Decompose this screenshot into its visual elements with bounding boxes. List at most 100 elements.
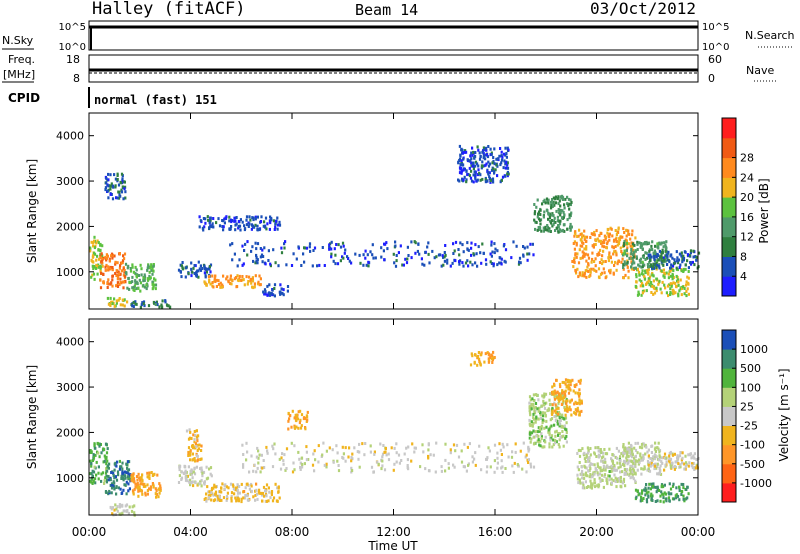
power-cell bbox=[145, 287, 148, 291]
velocity-cell bbox=[115, 492, 118, 496]
power-cell bbox=[502, 166, 505, 170]
power-cell bbox=[632, 259, 635, 263]
velocity-cell bbox=[650, 498, 653, 501]
velocity-cell bbox=[139, 478, 142, 482]
power-cell bbox=[105, 181, 108, 185]
velocity-cell bbox=[356, 450, 359, 454]
power-cell bbox=[629, 244, 632, 248]
velocity-cell bbox=[619, 461, 622, 465]
velocity-cell bbox=[342, 452, 345, 456]
power-cell bbox=[676, 261, 680, 265]
velocity-cell bbox=[236, 483, 239, 487]
power-cell bbox=[598, 234, 601, 238]
power-cell bbox=[458, 157, 462, 161]
power-cell bbox=[504, 260, 507, 264]
velocity-cell bbox=[267, 486, 270, 490]
freq-tick-high: 18 bbox=[66, 53, 80, 66]
power-cell bbox=[342, 256, 345, 260]
power-cell bbox=[290, 264, 294, 267]
power-cell bbox=[250, 227, 253, 231]
velocity-cell bbox=[478, 444, 481, 448]
velocity-cell bbox=[593, 481, 597, 485]
power-cell bbox=[91, 255, 94, 259]
power-cell bbox=[247, 225, 250, 228]
power-cell bbox=[195, 274, 198, 278]
power-cell bbox=[99, 278, 102, 282]
power-cell bbox=[318, 263, 321, 267]
power-cell bbox=[644, 251, 647, 255]
power-cell bbox=[272, 219, 276, 223]
power-cell bbox=[665, 240, 668, 244]
power-cell bbox=[470, 157, 473, 161]
velocity-cell bbox=[555, 429, 558, 433]
power-cell bbox=[692, 255, 695, 259]
power-cell bbox=[255, 256, 258, 260]
power-cell bbox=[273, 294, 276, 298]
power-cell bbox=[493, 251, 496, 255]
power-cell bbox=[435, 255, 438, 259]
velocity-cell bbox=[553, 397, 556, 401]
power-cell bbox=[472, 252, 475, 256]
velocity-cell bbox=[665, 497, 668, 501]
power-cell bbox=[504, 248, 508, 252]
velocity-cell bbox=[538, 443, 541, 447]
velocity-cell bbox=[332, 460, 335, 464]
velocity-cell bbox=[150, 471, 153, 474]
power-cell bbox=[240, 279, 243, 282]
power-cell bbox=[124, 271, 127, 275]
velocity-cell bbox=[486, 351, 489, 355]
velocity-cell bbox=[110, 491, 113, 495]
power-cell bbox=[205, 283, 208, 287]
velocity-cell bbox=[226, 496, 229, 500]
velocity-cell bbox=[595, 455, 598, 458]
power-cell bbox=[181, 261, 184, 264]
velocity-cell bbox=[592, 473, 595, 477]
velocity-cell bbox=[487, 357, 490, 361]
velocity-cell bbox=[100, 479, 103, 483]
power-cell bbox=[111, 266, 114, 269]
velocity-cell bbox=[643, 488, 646, 492]
power-cell bbox=[471, 161, 475, 165]
power-cell bbox=[488, 175, 491, 179]
velocity-cell bbox=[353, 446, 356, 450]
velocity-cell bbox=[552, 443, 555, 447]
velocity-cell bbox=[550, 434, 554, 438]
velocity-cell bbox=[610, 464, 613, 468]
velocity-cell bbox=[344, 459, 347, 463]
power-cell bbox=[463, 175, 466, 179]
power-cell bbox=[518, 256, 522, 260]
velocity-cell bbox=[632, 459, 635, 463]
power-cell bbox=[214, 280, 217, 283]
power-cell bbox=[641, 265, 644, 269]
power-cell bbox=[249, 277, 253, 281]
velocity-cell bbox=[491, 354, 494, 358]
power-cell bbox=[668, 260, 671, 264]
velocity-cell bbox=[565, 405, 568, 408]
velocity-cell bbox=[682, 494, 685, 498]
velocity-cell bbox=[605, 477, 608, 481]
velocity-cell bbox=[683, 467, 686, 471]
power-cell bbox=[502, 244, 505, 248]
power-cell bbox=[256, 228, 259, 232]
power-cell bbox=[114, 262, 117, 266]
velocity-cell bbox=[554, 411, 557, 414]
velocity-cell bbox=[660, 460, 663, 464]
power-cell bbox=[547, 198, 550, 202]
power-cell bbox=[495, 163, 498, 167]
velocity-cell bbox=[559, 436, 562, 440]
power-cell bbox=[342, 244, 345, 248]
power-cell bbox=[649, 258, 652, 262]
velocity-cell bbox=[663, 491, 666, 495]
velocity-cell bbox=[601, 469, 604, 473]
velocity-cell bbox=[457, 455, 461, 459]
colorbar-swatch bbox=[722, 216, 736, 238]
power-cell bbox=[222, 225, 225, 229]
velocity-cell bbox=[256, 446, 259, 450]
velocity-cell bbox=[148, 477, 151, 480]
velocity-cell bbox=[487, 360, 490, 364]
power-cell bbox=[533, 203, 536, 206]
velocity-cell bbox=[112, 484, 115, 488]
velocity-cell bbox=[496, 456, 499, 460]
power-cell bbox=[228, 227, 232, 231]
power-cell bbox=[581, 256, 584, 260]
